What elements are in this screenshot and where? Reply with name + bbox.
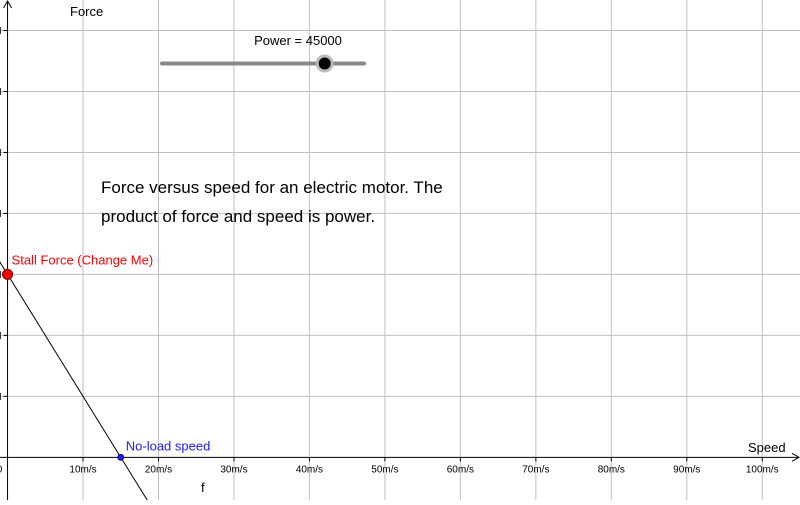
point-stall-force[interactable]: Stall Force (Change Me) (2, 252, 154, 280)
x-axis-title: Speed (748, 440, 786, 455)
x-tick-label: 10m/s (69, 464, 96, 475)
x-tick-label: 60m/s (447, 464, 474, 475)
stall-force-label: Stall Force (Change Me) (12, 252, 154, 267)
y-tick-label: 4000N (0, 209, 2, 220)
description-line-2: product of force and speed is power. (101, 207, 375, 226)
point-no-load[interactable]: No-load speed (117, 438, 211, 461)
y-tick-label: 7000N (0, 26, 2, 37)
y-axis-arrow (3, 0, 12, 9)
x-tick-label: 100m/s (746, 464, 779, 475)
y-tick-label: 3000N (0, 270, 2, 281)
x-tick-label: 20m/s (145, 464, 172, 475)
y-tick-label: 6000N (0, 87, 2, 98)
x-tick-label: 0 (0, 464, 3, 475)
y-tick-label: 1000N (0, 392, 2, 403)
x-tick-label: 30m/s (220, 464, 247, 475)
y-axis-title: Force (70, 4, 103, 19)
x-tick-label: 90m/s (673, 464, 700, 475)
no-load-speed-label: No-load speed (126, 438, 211, 453)
x-tick-label: 70m/s (522, 464, 549, 475)
no-load-speed-point[interactable] (117, 453, 125, 461)
x-axis-arrow (791, 452, 800, 462)
x-tick-label: 40m/s (296, 464, 323, 475)
description-line-1: Force versus speed for an electric motor… (101, 178, 443, 197)
x-tick-labels: 0 10m/s 20m/s 30m/s 40m/s 50m/s 60m/s 70m/s 80m/… (0, 464, 779, 475)
stall-force-point[interactable] (2, 268, 14, 280)
x-tick-label: 50m/s (371, 464, 398, 475)
power-slider[interactable]: Power = 45000 (160, 33, 366, 73)
y-tick-labels: 1000N 2000N 3000N 4000N 5000N 6000N 7000N (0, 26, 2, 403)
power-slider-label: Power = 45000 (254, 33, 342, 48)
power-slider-knob[interactable] (318, 57, 331, 70)
line-label-f: f (201, 480, 205, 495)
y-tick-label: 2000N (0, 331, 2, 342)
x-tick-label: 80m/s (598, 464, 625, 475)
y-tick-label: 5000N (0, 148, 2, 159)
